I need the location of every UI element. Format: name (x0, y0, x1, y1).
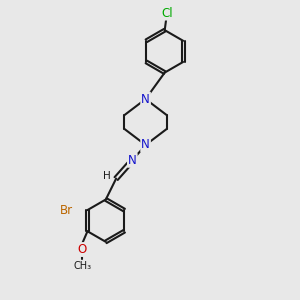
Text: N: N (141, 139, 150, 152)
Text: Br: Br (60, 204, 73, 217)
Text: CH₃: CH₃ (73, 261, 91, 271)
Text: Cl: Cl (162, 7, 173, 20)
Text: N: N (128, 154, 137, 167)
Text: H: H (103, 171, 111, 181)
Text: O: O (77, 243, 87, 256)
Text: N: N (141, 93, 150, 106)
